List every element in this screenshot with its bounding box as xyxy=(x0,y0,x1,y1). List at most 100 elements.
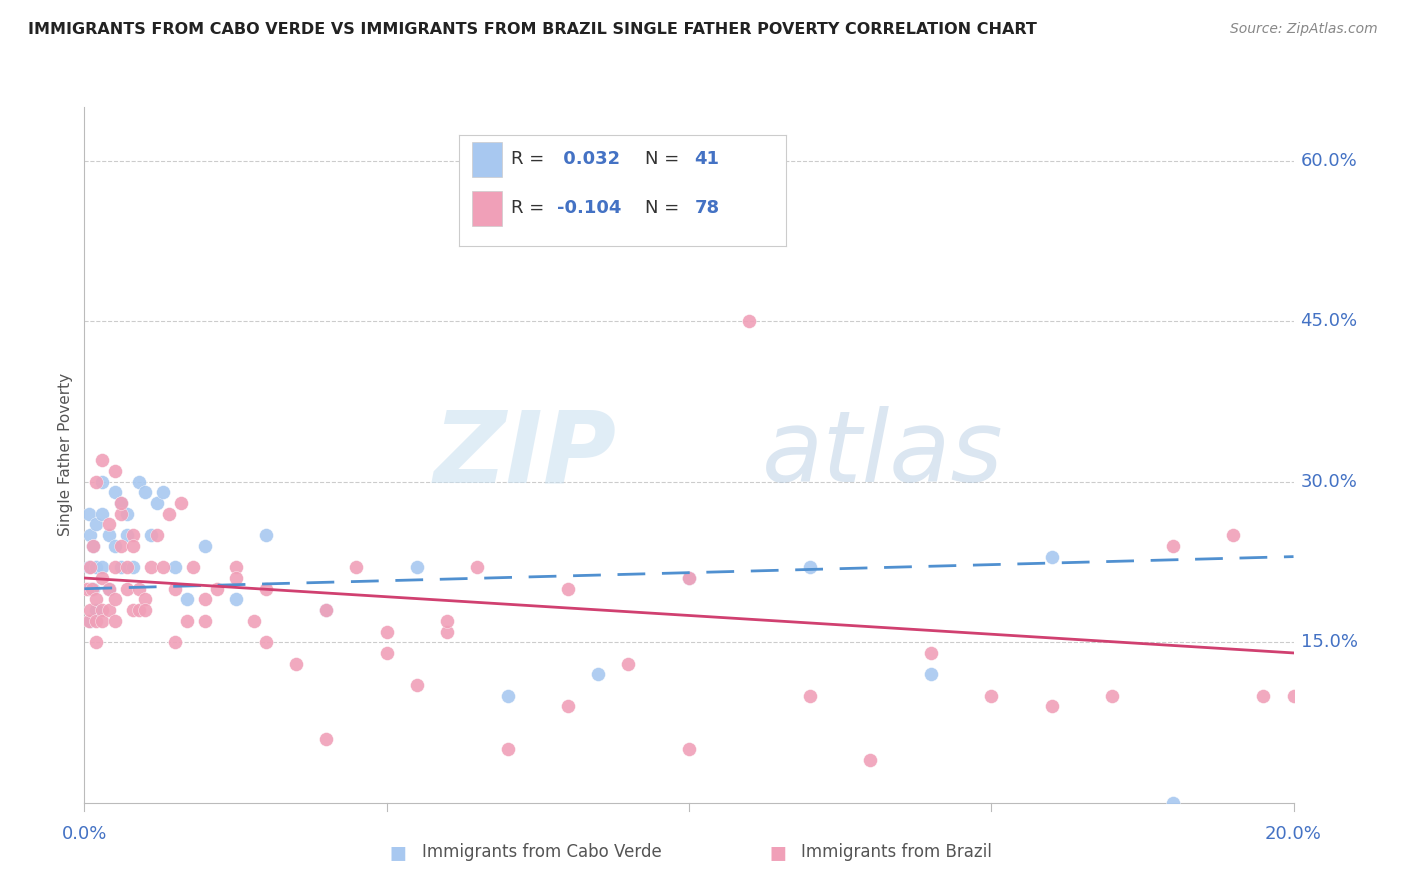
Point xyxy=(121,528,143,542)
Point xyxy=(128,475,150,489)
Point xyxy=(86,635,108,649)
Point xyxy=(170,496,193,510)
Point xyxy=(163,635,186,649)
Point xyxy=(134,603,156,617)
Point xyxy=(284,657,308,671)
Point xyxy=(678,571,700,585)
Point xyxy=(678,571,700,585)
Point xyxy=(80,582,103,596)
Point xyxy=(617,657,640,671)
Point xyxy=(709,196,731,211)
Text: 60.0%: 60.0% xyxy=(1301,152,1357,169)
Text: 15.0%: 15.0% xyxy=(1301,633,1358,651)
Point xyxy=(315,603,337,617)
Point xyxy=(134,592,156,607)
Point xyxy=(79,603,101,617)
Y-axis label: Single Father Poverty: Single Father Poverty xyxy=(58,374,73,536)
Point xyxy=(139,528,162,542)
Point xyxy=(115,560,138,574)
Point xyxy=(980,689,1002,703)
Point xyxy=(86,603,108,617)
Point xyxy=(91,507,114,521)
Point xyxy=(163,560,186,574)
Point xyxy=(77,614,100,628)
Point xyxy=(128,582,150,596)
Point xyxy=(242,614,264,628)
Point xyxy=(1101,689,1123,703)
Point xyxy=(97,582,120,596)
Point xyxy=(97,582,120,596)
Point xyxy=(110,496,132,510)
Point xyxy=(91,453,114,467)
Point xyxy=(1251,689,1274,703)
Point xyxy=(128,603,150,617)
Point xyxy=(375,624,398,639)
Point xyxy=(315,731,337,746)
Point xyxy=(920,667,942,681)
Point xyxy=(346,560,368,574)
Point xyxy=(163,582,186,596)
Point xyxy=(86,592,108,607)
Point xyxy=(91,475,114,489)
Point xyxy=(115,582,138,596)
Point xyxy=(146,528,169,542)
Point xyxy=(181,560,204,574)
Point xyxy=(121,603,143,617)
Point xyxy=(76,582,98,596)
Point xyxy=(588,667,610,681)
Point xyxy=(79,614,101,628)
Point xyxy=(254,582,277,596)
Point xyxy=(799,560,821,574)
Text: 30.0%: 30.0% xyxy=(1301,473,1357,491)
Point xyxy=(225,592,247,607)
Text: atlas: atlas xyxy=(762,407,1002,503)
Point xyxy=(225,571,247,585)
Text: 45.0%: 45.0% xyxy=(1301,312,1358,330)
Point xyxy=(104,464,127,478)
Point xyxy=(678,742,700,756)
Point xyxy=(176,592,198,607)
Point xyxy=(97,517,120,532)
Point xyxy=(139,560,162,574)
Text: Immigrants from Cabo Verde: Immigrants from Cabo Verde xyxy=(422,843,662,861)
Point xyxy=(86,475,108,489)
Point xyxy=(859,753,882,767)
Point xyxy=(97,603,120,617)
Point xyxy=(86,560,108,574)
Point xyxy=(225,560,247,574)
Point xyxy=(496,742,519,756)
Point xyxy=(91,603,114,617)
Text: ▪: ▪ xyxy=(769,838,787,866)
Point xyxy=(115,507,138,521)
Point xyxy=(77,507,100,521)
Point xyxy=(799,689,821,703)
Point xyxy=(920,646,942,660)
Point xyxy=(121,539,143,553)
Point xyxy=(152,560,174,574)
Point xyxy=(121,560,143,574)
Point xyxy=(194,539,217,553)
Point xyxy=(104,485,127,500)
Point xyxy=(557,699,579,714)
Text: ▪: ▪ xyxy=(389,838,408,866)
Point xyxy=(254,528,277,542)
Text: Immigrants from Brazil: Immigrants from Brazil xyxy=(801,843,993,861)
Text: 0.0%: 0.0% xyxy=(62,825,107,843)
Point xyxy=(1161,539,1184,553)
Point xyxy=(97,528,120,542)
Point xyxy=(91,614,114,628)
Point xyxy=(91,571,114,585)
Point xyxy=(1040,699,1063,714)
Point xyxy=(104,539,127,553)
Point xyxy=(82,539,104,553)
Point xyxy=(194,614,217,628)
Point xyxy=(77,560,100,574)
Point xyxy=(738,314,761,328)
Point xyxy=(1282,689,1305,703)
Point xyxy=(254,635,277,649)
Point xyxy=(467,560,489,574)
Point xyxy=(110,507,132,521)
Point xyxy=(1222,528,1244,542)
Text: 20.0%: 20.0% xyxy=(1265,825,1322,843)
Point xyxy=(436,614,458,628)
